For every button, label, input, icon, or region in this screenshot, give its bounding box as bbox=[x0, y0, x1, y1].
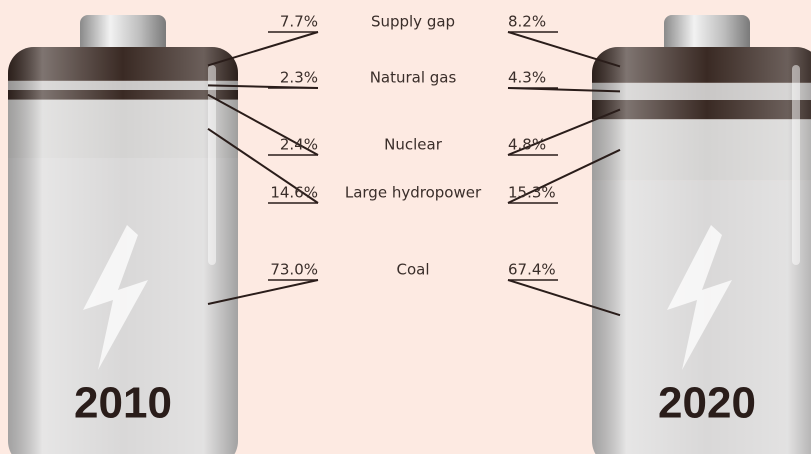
category-label: Natural gas bbox=[370, 69, 457, 87]
value-label: 8.2% bbox=[508, 13, 546, 31]
value-label: 7.7% bbox=[280, 13, 318, 31]
year-label: 2010 bbox=[74, 379, 172, 428]
battery-highlight bbox=[792, 65, 800, 265]
category-label: Nuclear bbox=[384, 136, 443, 154]
year-label: 2020 bbox=[658, 379, 756, 428]
value-label: 14.6% bbox=[270, 184, 318, 202]
value-label: 2.4% bbox=[280, 136, 318, 154]
value-label: 15.3% bbox=[508, 184, 556, 202]
category-label: Coal bbox=[396, 261, 429, 279]
value-label: 4.8% bbox=[508, 136, 546, 154]
value-label: 73.0% bbox=[270, 261, 318, 279]
leader-line bbox=[508, 32, 620, 66]
value-label: 4.3% bbox=[508, 69, 546, 87]
value-label: 2.3% bbox=[280, 69, 318, 87]
chart: 2010 7.7% 2.3% 2.4% 14.6% 73.0% 2020 8.2% 4.3% 4.… bbox=[0, 0, 811, 454]
leader-line bbox=[208, 32, 318, 65]
value-label: 67.4% bbox=[508, 261, 556, 279]
category-label: Large hydropower bbox=[345, 184, 482, 202]
category-label: Supply gap bbox=[371, 13, 455, 31]
